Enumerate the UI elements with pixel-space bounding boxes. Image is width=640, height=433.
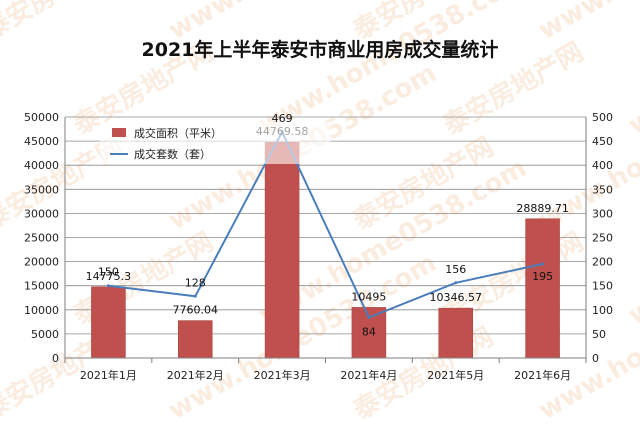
y-right-tick-label: 0 [592,352,599,365]
line-value-label: 469 [272,112,293,125]
x-category-label: 2021年5月 [427,368,484,382]
legend-bar-swatch [112,128,126,137]
bar [438,307,473,359]
x-category-label: 2021年6月 [514,368,571,382]
y-right-tick-label: 250 [592,232,613,245]
line-value-label: 195 [532,270,553,283]
bar-value-label: 7760.04 [173,304,219,317]
line-path [108,129,543,319]
y-right-tick-label: 100 [592,304,613,317]
gridlines [65,116,586,359]
watermark-text: www.home0538.com [534,0,640,46]
y-right-tick-label: 350 [592,183,613,196]
legend-bar-label: 成交面积（平米） [134,126,222,140]
y-right-tick-label: 500 [592,111,613,124]
line-point [541,262,545,266]
axes: 0500010000150002000025000300003500040000… [24,111,613,382]
line-point [367,316,371,320]
bar-value-label: 28889.71 [516,202,569,215]
y-left-tick-label: 30000 [24,207,59,220]
y-right-tick-label: 400 [592,159,613,172]
legend: 成交面积（平米） 成交套数（套） [100,122,330,164]
line-point [454,281,458,285]
bar-series [91,141,560,359]
y-left-tick-label: 20000 [24,256,59,269]
x-category-label: 2021年3月 [254,368,311,382]
y-left-tick-label: 35000 [24,183,59,196]
y-left-tick-label: 40000 [24,159,59,172]
line-value-label: 156 [445,263,466,276]
y-right-tick-label: 200 [592,256,613,269]
y-right-tick-label: 300 [592,207,613,220]
y-right-tick-label: 450 [592,135,613,148]
y-left-tick-label: 0 [52,352,59,365]
y-left-tick-label: 5000 [31,328,59,341]
bar-value-label: 14775.3 [86,270,132,283]
chart-title: 2021年上半年泰安市商业用房成交量统计 [142,38,499,61]
y-right-tick-label: 150 [592,280,613,293]
line-series [106,129,545,320]
watermark-text: 泰安房地产网 [0,0,129,46]
legend-background [100,122,330,164]
y-left-tick-label: 50000 [24,111,59,124]
y-left-tick-label: 45000 [24,135,59,148]
bar-value-label: 10495 [351,290,386,303]
line-value-label: 84 [362,326,376,339]
line-point [193,294,197,298]
y-left-tick-label: 10000 [24,304,59,317]
y-left-tick-label: 25000 [24,232,59,245]
x-category-label: 2021年2月 [167,368,224,382]
bar [91,286,126,359]
y-left-tick-label: 15000 [24,280,59,293]
y-right-tick-label: 50 [592,328,606,341]
x-category-label: 2021年1月 [80,368,137,382]
line-point [106,284,110,288]
bar [525,218,560,359]
bar [178,320,213,359]
bar [264,141,300,359]
line-value-label: 150 [98,266,119,279]
x-category-label: 2021年4月 [340,368,397,382]
bar-value-label: 10346.57 [430,291,483,304]
legend-line-label: 成交套数（套） [134,147,211,161]
watermark-text: www.home0538.com [624,0,640,141]
line-value-label: 128 [185,276,206,289]
